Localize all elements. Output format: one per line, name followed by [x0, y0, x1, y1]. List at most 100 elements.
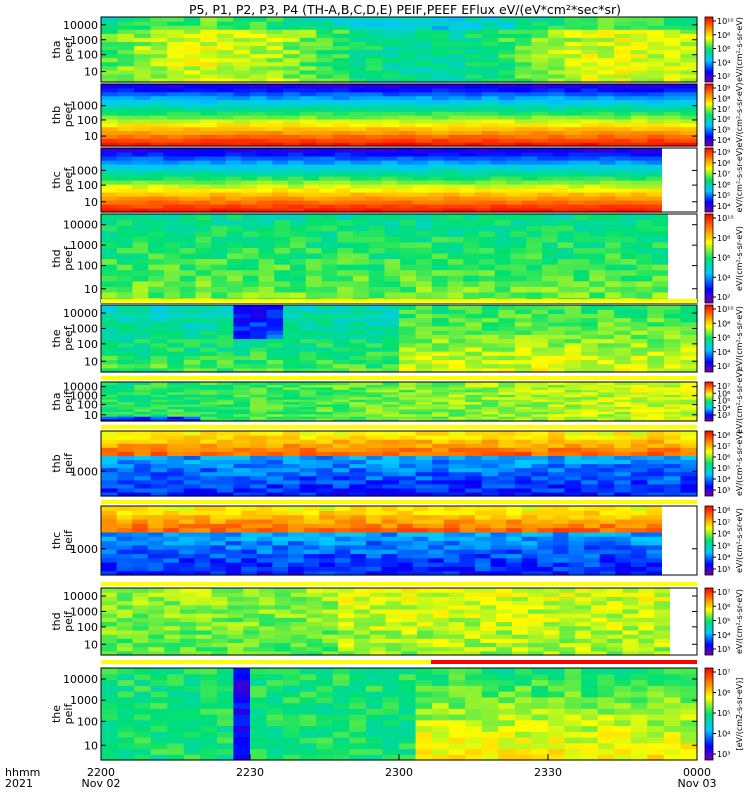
heatmap-cell [630, 391, 648, 395]
heatmap-cell [200, 138, 218, 143]
heatmap-cell [148, 241, 165, 248]
heatmap-cell [581, 33, 599, 38]
heatmap-cell [117, 351, 135, 356]
heatmap-cell [164, 258, 181, 265]
heatmap-cell [211, 291, 228, 299]
heatmap-cell [459, 553, 476, 559]
heatmap-cell [150, 84, 168, 89]
heatmap-cell [630, 156, 648, 161]
heatmap-cell [599, 562, 616, 567]
heatmap-cell [337, 225, 354, 232]
heatmap-cell [552, 562, 570, 567]
heatmap-cell [663, 451, 682, 456]
heatmap-cell [117, 471, 135, 477]
heatmap-cell [266, 134, 284, 139]
heatmap-cell [481, 53, 499, 59]
heatmap-cell [597, 45, 615, 51]
heatmap-cell [443, 208, 461, 213]
heatmap-cell [465, 487, 483, 493]
heatmap-cell [167, 382, 185, 386]
heatmap-cell [465, 49, 483, 55]
heatmap-cell [531, 471, 549, 477]
heatmap-cell [506, 160, 523, 165]
heatmap-cell [167, 359, 185, 365]
heatmap-cell [365, 418, 384, 422]
heatmap-cell [415, 33, 433, 38]
heatmap-cell [117, 305, 135, 310]
heatmap-cell [179, 291, 197, 299]
heatmap-cell [680, 118, 698, 124]
heatmap-cell [584, 570, 601, 576]
heatmap-cell [332, 330, 350, 335]
heatmap-cell [227, 617, 244, 623]
heatmap-cell [614, 130, 632, 135]
heatmap-cell [316, 309, 334, 314]
heatmap-cell [316, 443, 334, 448]
heatmap-cell [581, 57, 599, 63]
heatmap-cell [647, 138, 665, 143]
heatmap-cell [167, 95, 185, 101]
heatmap-cell [448, 118, 466, 124]
heatmap-cell [646, 527, 663, 533]
colorbar-tick-label: 10⁴ [717, 58, 730, 67]
heatmap-cell [225, 544, 242, 550]
heatmap-cell [299, 363, 317, 369]
heatmap-cell [382, 130, 400, 135]
heatmap-cell [148, 275, 165, 282]
heatmap-cell [163, 176, 180, 181]
heatmap-cell [303, 192, 320, 197]
heatmap-cell [299, 29, 317, 34]
heatmap-cell [117, 95, 135, 101]
heatmap-cell [365, 408, 384, 412]
heatmap-cell [210, 172, 227, 177]
heatmap-cell [663, 53, 682, 59]
heatmap-cell [117, 25, 135, 30]
heatmap-cell [349, 77, 367, 83]
heatmap-cell [316, 325, 334, 331]
heatmap-cell [498, 384, 516, 388]
heatmap-cell [211, 638, 229, 644]
heatmap-cell [180, 617, 197, 623]
heatmap-cell [531, 95, 549, 101]
heatmap-cell [200, 107, 218, 112]
heatmap-cell [319, 557, 336, 563]
heatmap-cell [150, 325, 168, 331]
y-tick-label: 10 [84, 355, 98, 368]
heatmap-cell [481, 443, 499, 448]
heatmap-cell [465, 317, 483, 323]
heatmap-cell [259, 638, 276, 644]
heatmap-cell [299, 418, 317, 422]
heatmap-cell [663, 406, 682, 410]
heatmap-cell [200, 33, 218, 38]
heatmap-cell [514, 455, 533, 461]
heatmap-cell [150, 401, 168, 405]
heatmap-cell [116, 164, 133, 169]
heatmap-cell [349, 435, 367, 440]
heatmap-cell [365, 411, 384, 415]
heatmap-cell [680, 73, 698, 79]
heatmap-cell [288, 527, 305, 533]
heatmap-cell [272, 204, 289, 209]
heatmap-cell [447, 275, 464, 282]
heatmap-cell [233, 479, 251, 485]
heatmap-cell [479, 275, 496, 282]
heatmap-cell [250, 391, 268, 395]
heatmap-cell [531, 122, 549, 128]
heatmap-cell [163, 506, 180, 511]
heatmap-cell [663, 29, 682, 34]
heatmap-cell [132, 638, 150, 644]
heatmap-cell [490, 156, 507, 161]
heatmap-cell [148, 230, 165, 237]
heatmap-cell [382, 435, 400, 440]
heatmap-cell [448, 317, 466, 323]
heatmap-cell [481, 408, 499, 412]
heatmap-cell [680, 389, 698, 393]
heatmap-cell [448, 321, 466, 327]
panel-label-probe: thc [50, 532, 63, 549]
heatmap-cell [448, 355, 466, 361]
heatmap-cell [614, 389, 632, 393]
heatmap-cell [200, 84, 218, 89]
heatmap-cell [274, 225, 291, 232]
heatmap-cell [680, 77, 698, 83]
heatmap-cell [498, 61, 516, 67]
